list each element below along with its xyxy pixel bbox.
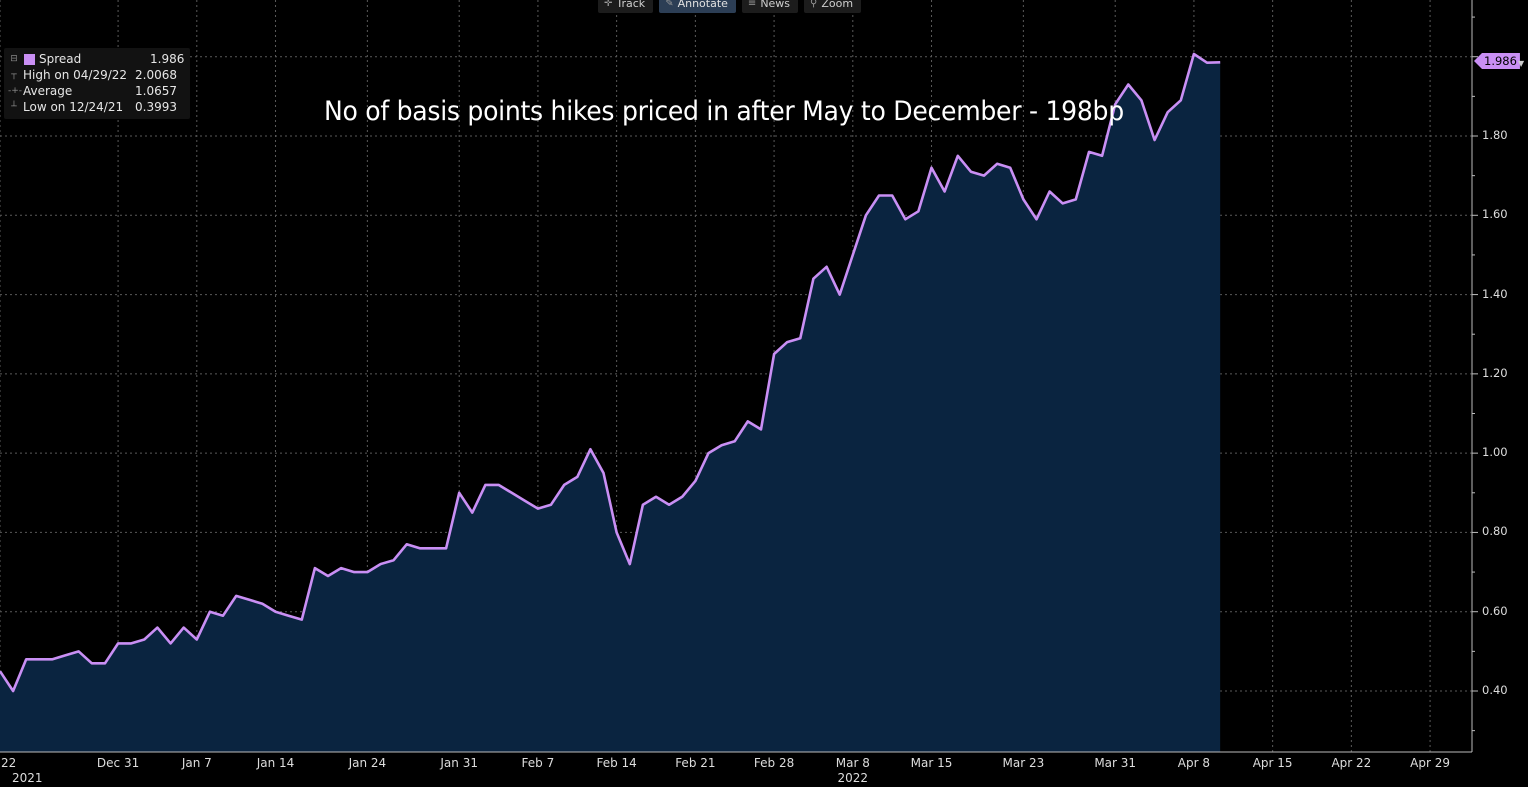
legend-label: Low on 12/24/21 xyxy=(23,100,124,114)
legend-value: 2.0068 xyxy=(135,68,177,82)
track-button[interactable]: ✛ Track xyxy=(598,0,654,13)
chart-title: No of basis points hikes priced in after… xyxy=(324,96,1124,127)
zoom-button[interactable]: ⚲ Zoom xyxy=(804,0,862,13)
x-tick-label: Apr 8 xyxy=(1177,756,1211,770)
high-marker-icon: ┬ xyxy=(11,70,17,80)
list-icon: ≡ xyxy=(747,0,757,9)
x-tick-label: Dec 31 xyxy=(96,756,140,770)
x-tick-label: 22 xyxy=(1,756,17,770)
annotate-button[interactable]: ✎ Annotate xyxy=(659,0,736,13)
legend-label: High on 04/29/22 xyxy=(23,68,128,82)
last-value-badge: 1.986 xyxy=(1474,53,1520,69)
collapse-icon[interactable]: ⊟ xyxy=(10,54,18,64)
average-marker-icon: -+- xyxy=(8,86,23,96)
x-tick-label: Apr 22 xyxy=(1331,756,1372,770)
x-tick-label: Mar 31 xyxy=(1094,756,1137,770)
y-tick-label: 1.80 xyxy=(1482,128,1508,142)
legend-row-low: ┴ Low on 12/24/21 0.3993 xyxy=(8,99,184,115)
legend-row-average: -+- Average 1.0657 xyxy=(8,83,184,99)
x-tick-label: Feb 21 xyxy=(675,756,716,770)
y-tick-label: 0.40 xyxy=(1482,683,1508,697)
year-label: 2022 xyxy=(837,771,869,785)
zoom-label: Zoom xyxy=(821,0,854,10)
x-tick-label: Mar 8 xyxy=(835,756,870,770)
low-marker-icon: ┴ xyxy=(11,102,17,112)
crosshair-icon: ✛ xyxy=(604,0,613,9)
legend-value: 1.0657 xyxy=(135,84,177,98)
x-tick-label: Feb 7 xyxy=(521,756,555,770)
legend-label: Spread xyxy=(39,52,82,66)
y-tick-label: 1.00 xyxy=(1482,445,1508,460)
x-tick-label: Jan 14 xyxy=(256,756,295,770)
legend-row-high: ┬ High on 04/29/22 2.0068 xyxy=(8,67,184,83)
x-tick-label: Feb 14 xyxy=(596,756,637,770)
series-area xyxy=(0,54,1221,752)
x-tick-label: Feb 28 xyxy=(753,756,795,770)
track-label: Track xyxy=(616,0,646,10)
chart-toolbar: ✛ Track ✎ Annotate ≡ News ⚲ Zoom xyxy=(598,0,862,13)
x-tick-label: Apr 29 xyxy=(1410,756,1450,770)
y-tick-label: 1.60 xyxy=(1482,207,1508,222)
x-tick-label: Mar 23 xyxy=(1002,756,1045,770)
news-label: News xyxy=(760,0,791,10)
year-label: 2021 xyxy=(12,771,43,785)
legend-value: 0.3993 xyxy=(135,100,177,114)
legend-value: 1.986 xyxy=(150,52,185,66)
legend-row-spread[interactable]: ⊟ Spread 1.986 xyxy=(8,51,184,67)
y-tick-label: 0.60 xyxy=(1482,603,1508,618)
series-line xyxy=(0,52,1221,693)
magnifier-icon: ⚲ xyxy=(810,0,818,9)
annotate-label: Annotate xyxy=(677,0,728,10)
x-tick-label: Mar 15 xyxy=(910,756,953,770)
x-tick-label: Jan 7 xyxy=(181,756,212,770)
legend-label: Average xyxy=(23,84,73,98)
x-tick-label: Jan 24 xyxy=(348,756,387,770)
news-button[interactable]: ≡ News xyxy=(741,0,799,13)
y-tick-label: 0.80 xyxy=(1482,524,1508,539)
pencil-icon: ✎ xyxy=(665,0,674,9)
x-tick-label: Apr 15 xyxy=(1252,756,1293,770)
y-tick-label: 1.20 xyxy=(1482,365,1508,380)
x-tick-label: Jan 31 xyxy=(440,756,478,770)
chart-legend: ⊟ Spread 1.986 ┬ High on 04/29/22 2.0068… xyxy=(4,48,191,119)
y-tick-label: 1.40 xyxy=(1482,286,1508,301)
series-swatch xyxy=(24,53,35,65)
dropdown-arrow-icon[interactable]: ▼ xyxy=(1518,59,1525,68)
